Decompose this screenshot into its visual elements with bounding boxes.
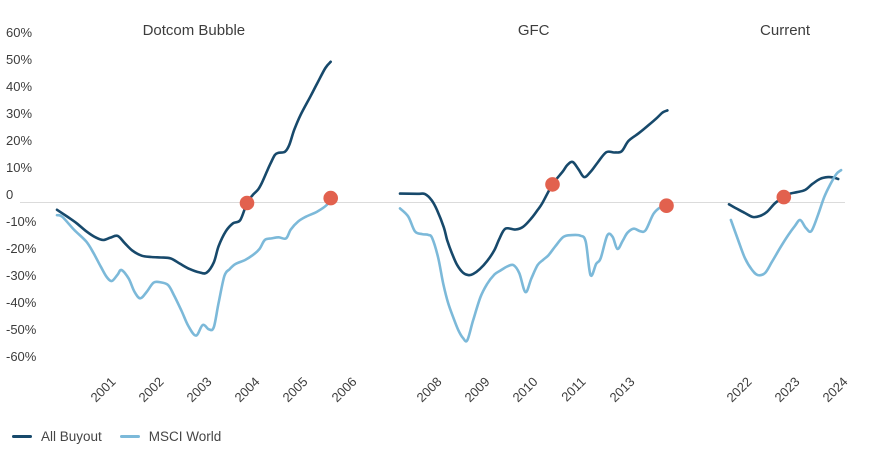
y-axis-label: -20% [6,241,37,256]
breakeven-dot [659,198,674,213]
y-axis-label: -30% [6,268,37,283]
line-all-buyout [398,109,669,277]
y-axis-label: -10% [6,214,37,229]
breakeven-dot [776,189,792,205]
line-msci-world [398,204,668,343]
panel-title: Current [760,22,811,39]
legend-item-all-buyout: All Buyout [12,429,102,444]
legend: All Buyout MSCI World [12,429,221,444]
panel-title: Dotcom Bubble [142,22,246,39]
y-axis-label: -50% [6,322,37,337]
legend-label-all-buyout: All Buyout [41,429,102,444]
line-msci-world [55,196,332,337]
y-axis-label: 30% [6,106,33,121]
line-all-buyout [55,60,332,275]
y-axis-label: 40% [6,79,33,94]
breakeven-dot [545,177,560,192]
panel-title: GFC [517,22,550,39]
msci-world-line-swatch-icon [119,434,140,439]
legend-label-msci-world: MSCI World [148,429,222,444]
breakeven-dot [239,195,255,211]
y-axis-label: 10% [6,160,33,175]
y-axis-label: -60% [6,349,37,364]
legend-item-msci-world: MSCI World [119,429,222,444]
y-axis-label: 20% [6,133,33,148]
y-axis-label: 60% [6,25,33,40]
y-axis-label: 0 [6,187,14,202]
all-buyout-line-swatch-icon [12,434,32,439]
breakeven-dot [323,190,339,206]
y-axis-label: -40% [6,295,37,310]
line-msci-world [729,168,843,277]
y-axis-label: 50% [6,52,33,67]
